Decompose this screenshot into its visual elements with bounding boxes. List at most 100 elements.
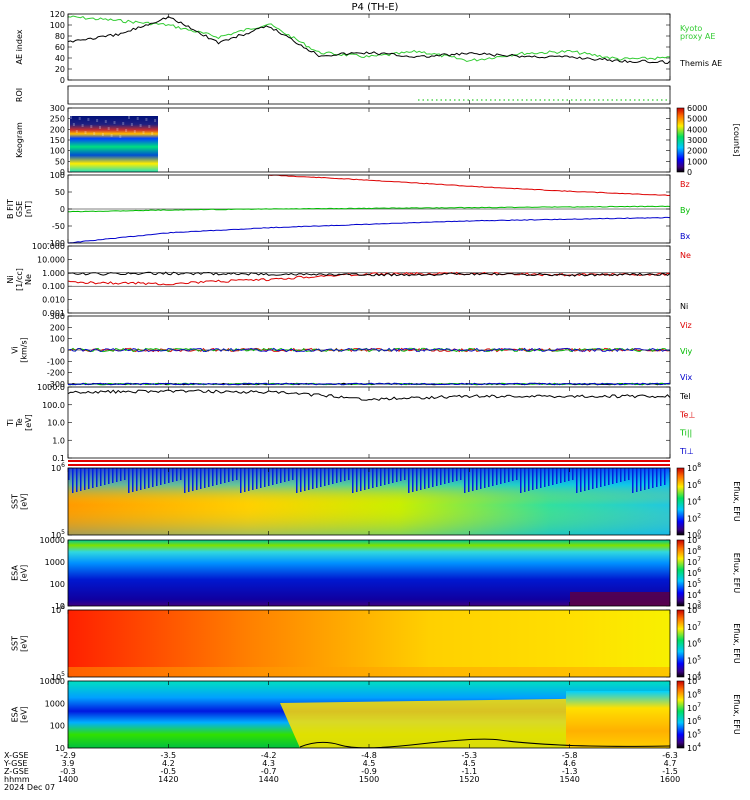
spectrogram-stripe	[260, 468, 262, 488]
colorbar-tick-label: 100	[687, 529, 701, 540]
legend-viz: Viz	[680, 321, 692, 330]
y-axis-label: GSE	[15, 201, 24, 217]
y-tick-label: 10.0	[47, 419, 65, 428]
spectrogram-stripe	[384, 468, 386, 485]
y-tick-label: 100.0	[42, 401, 65, 410]
spectrogram-stripe	[292, 468, 294, 480]
spectrogram-stripe	[80, 468, 82, 491]
spectrogram-stripe	[312, 468, 314, 489]
footer-row-label: Z-GSE	[4, 767, 29, 776]
y-tick-label: 1000.0	[37, 383, 65, 392]
y-axis-label: Ti	[6, 419, 15, 427]
keogram-speckle	[136, 117, 139, 120]
legend-ni: Ni	[680, 302, 688, 311]
colorbar	[676, 107, 685, 173]
spectrogram-stripe	[616, 468, 618, 483]
footer-value: -4.8	[361, 751, 377, 760]
spectrogram-stripe	[308, 468, 310, 490]
series-line	[67, 347, 670, 353]
keogram-speckle	[81, 124, 84, 127]
y-tick-label: 105	[51, 671, 65, 682]
spectrogram-stripe	[372, 468, 374, 488]
keogram-speckle	[148, 125, 151, 128]
colorbar-sste: 108 106 104 102 100 Eflux, EFU	[676, 462, 741, 540]
spectrogram-stripe	[644, 468, 646, 490]
y-tick-label: 105	[51, 529, 65, 540]
series-line	[67, 382, 671, 386]
spectrogram-stripe	[128, 468, 130, 493]
y-tick-label: 1000	[45, 699, 65, 708]
colorbar	[676, 680, 685, 749]
spectrogram-stripe	[512, 468, 514, 481]
y-tick-label: 100	[50, 335, 65, 344]
spectrogram-stripe	[584, 468, 586, 491]
y-tick-label: -100	[47, 357, 65, 366]
panel-sste: SST [eV] 106 105	[11, 462, 671, 540]
footer-value: -3.5	[161, 751, 177, 760]
legend-bx: Bx	[680, 232, 690, 241]
y-tick-label: 0	[60, 205, 65, 214]
spectrogram-stripe	[324, 468, 326, 486]
legend-ti-: Ti||	[679, 429, 692, 438]
spectrogram-stripe	[460, 468, 462, 480]
series-line	[67, 389, 671, 401]
footer-value: -6.3	[662, 751, 678, 760]
spectrogram-stripe	[168, 468, 170, 483]
y-tick-label: 100	[50, 147, 65, 156]
spectrogram-stripe	[572, 468, 574, 480]
keogram-speckle	[87, 118, 90, 121]
colorbar-tick-label: 109	[687, 534, 701, 545]
y-tick-label: 100	[50, 722, 65, 731]
keogram-speckle	[90, 125, 93, 128]
y-tick-label: 1.000	[42, 269, 65, 278]
series-line	[67, 15, 671, 63]
spectrogram-stripe	[248, 468, 250, 491]
panel-frame	[67, 386, 671, 459]
legend-tel: Tel	[679, 392, 691, 401]
y-axis-label: [km/s]	[20, 337, 29, 363]
footer-value: 1400	[58, 775, 78, 784]
spectrogram-stripe	[504, 468, 506, 483]
spectrogram-stripe	[360, 468, 362, 491]
spectrogram-stripe	[204, 468, 206, 488]
footer-value: -0.9	[361, 767, 377, 776]
spectrogram-stripe	[464, 468, 466, 493]
footer-value: 4.5	[463, 759, 476, 768]
spectrogram-stripe	[476, 468, 478, 490]
y-tick-label: -200	[47, 369, 65, 378]
spectrogram-stripe	[332, 468, 334, 484]
spectrogram-stripe	[520, 468, 522, 493]
spectrogram-stripe	[648, 468, 650, 489]
y-tick-label: 10.000	[37, 255, 65, 264]
spectrogram-stripe	[244, 468, 246, 492]
footer-value: -0.7	[261, 767, 277, 776]
spectrogram-stripe	[536, 468, 538, 489]
spectrogram-stripe	[468, 468, 470, 492]
footer-value: -1.1	[462, 767, 478, 776]
spectrogram-stripe	[436, 468, 438, 486]
y-tick-label: 40	[55, 54, 65, 63]
y-tick-label: 10000	[40, 677, 65, 686]
y-tick-label: 0.100	[42, 282, 65, 291]
spectrogram-stripe	[640, 468, 642, 491]
colorbar-tick-label: 106	[687, 567, 701, 578]
spectrogram-stripe	[120, 468, 122, 481]
spectrogram-stripe	[340, 468, 342, 482]
spectrogram-stripe	[276, 468, 278, 484]
colorbar-tick-label: 102	[687, 512, 701, 523]
spectrogram-stripe	[396, 468, 398, 482]
footer-value: -5.8	[562, 751, 578, 760]
y-tick-label: 200	[50, 125, 65, 134]
spectrogram-stripe	[532, 468, 534, 490]
colorbar	[676, 467, 685, 536]
keogram-speckle	[151, 132, 154, 135]
y-axis-label: B FIT	[6, 199, 15, 219]
spectrogram-stripe	[240, 468, 242, 493]
keogram-speckle	[75, 130, 78, 133]
y-axis-label: Keogram	[15, 122, 24, 158]
spectrogram-stripe	[88, 468, 90, 489]
colorbar-tick-label: 108	[687, 604, 701, 615]
spectrogram-stripe	[200, 468, 202, 489]
spectrogram-stripe	[480, 468, 482, 489]
